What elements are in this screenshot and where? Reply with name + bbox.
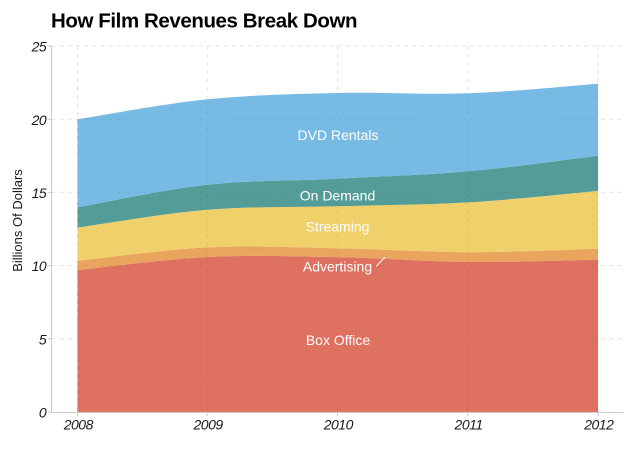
svg-text:5: 5: [39, 331, 47, 347]
svg-text:20: 20: [31, 112, 47, 128]
svg-text:0: 0: [39, 405, 47, 421]
svg-text:2010: 2010: [323, 417, 354, 433]
svg-text:Advertising: Advertising: [303, 258, 372, 274]
svg-text:2011: 2011: [454, 417, 483, 433]
svg-text:2008: 2008: [63, 417, 94, 433]
svg-text:10: 10: [32, 258, 47, 274]
svg-text:On Demand: On Demand: [300, 187, 375, 203]
svg-text:Billions Of Dollars: Billions Of Dollars: [10, 169, 25, 272]
svg-text:25: 25: [31, 39, 47, 55]
svg-text:2012: 2012: [583, 417, 614, 433]
svg-text:2009: 2009: [193, 417, 224, 433]
svg-text:DVD Rentals: DVD Rentals: [298, 127, 379, 143]
svg-text:How Film Revenues Break Down: How Film Revenues Break Down: [51, 10, 357, 33]
svg-text:Streaming: Streaming: [306, 219, 370, 235]
svg-text:Box Office: Box Office: [306, 332, 371, 348]
svg-text:15: 15: [32, 185, 47, 201]
